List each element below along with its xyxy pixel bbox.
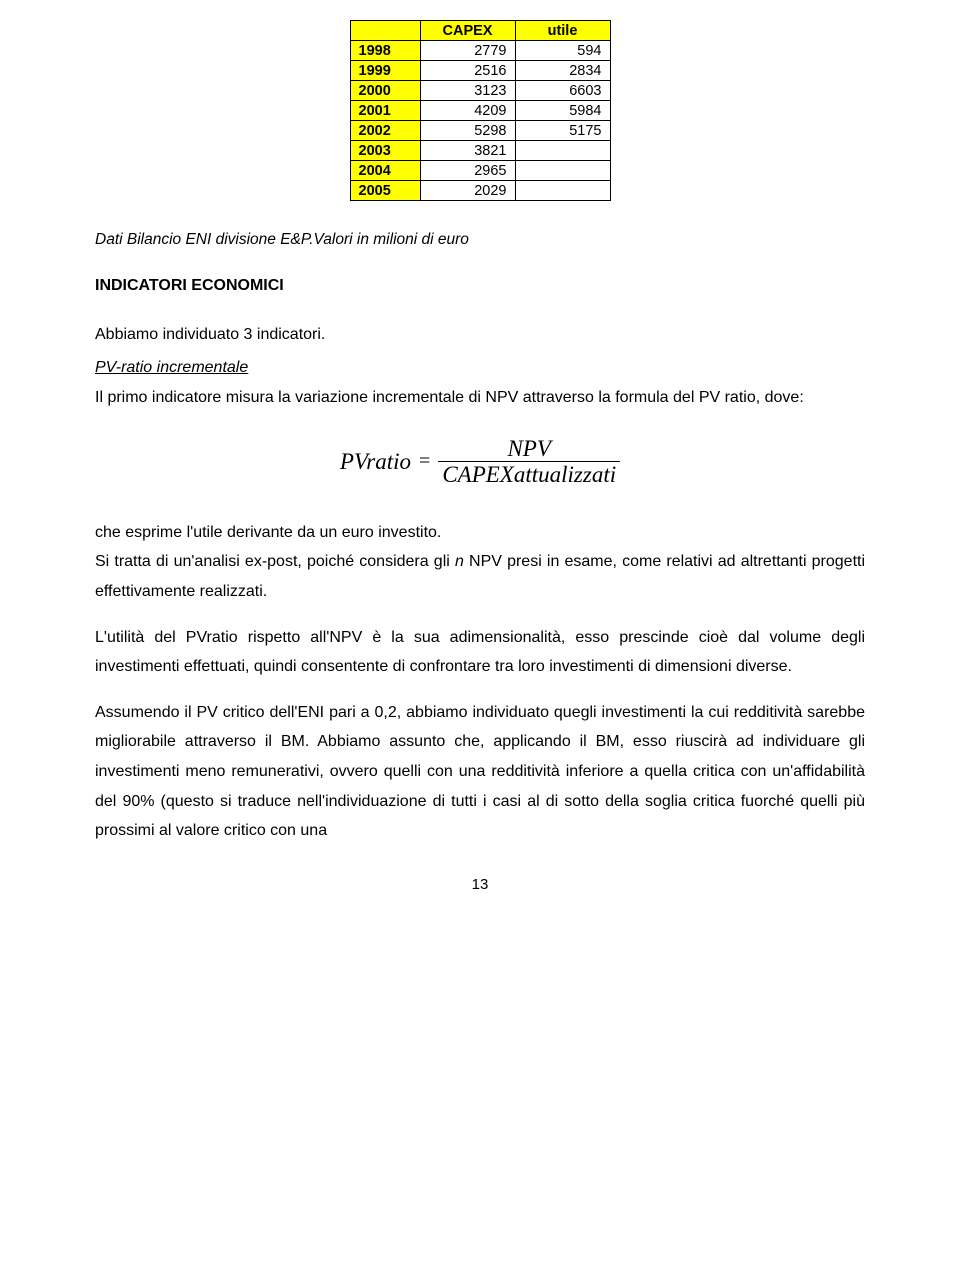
header-blank: [350, 21, 420, 41]
formula-pvratio: PVratio = NPV CAPEXattualizzati: [95, 436, 865, 488]
cell-utile: 5175: [515, 121, 610, 141]
table-row: 2002 5298 5175: [350, 121, 610, 141]
formula-denominator: CAPEXattualizzati: [438, 461, 620, 487]
cell-utile: [515, 161, 610, 181]
para2-intro: che esprime l'utile derivante da un euro…: [95, 524, 441, 541]
table-header-row: CAPEX utile: [350, 21, 610, 41]
table-row: 1999 2516 2834: [350, 61, 610, 81]
table-row: 2000 3123 6603: [350, 81, 610, 101]
section1-lead: Il primo indicatore misura la variazione…: [95, 389, 804, 406]
cell-year: 2004: [350, 161, 420, 181]
cell-utile: [515, 141, 610, 161]
cell-utile: 2834: [515, 61, 610, 81]
section-heading: INDICATORI ECONOMICI: [95, 277, 865, 295]
table-row: 2005 2029: [350, 181, 610, 201]
formula-lhs: PVratio: [340, 449, 411, 475]
formula-equals: =: [419, 450, 430, 473]
cell-year: 2005: [350, 181, 420, 201]
formula-numerator: NPV: [503, 436, 554, 461]
header-utile: utile: [515, 21, 610, 41]
para4: Assumendo il PV critico dell'ENI pari a …: [95, 698, 865, 846]
cell-year: 1998: [350, 41, 420, 61]
cell-capex: 5298: [420, 121, 515, 141]
table-row: 2003 3821: [350, 141, 610, 161]
cell-capex: 2029: [420, 181, 515, 201]
cell-capex: 3821: [420, 141, 515, 161]
section1-title: PV-ratio incrementale: [95, 359, 248, 376]
para2: che esprime l'utile derivante da un euro…: [95, 518, 865, 607]
table-caption: Dati Bilancio ENI divisione E&P.Valori i…: [95, 231, 865, 249]
cell-capex: 2779: [420, 41, 515, 61]
formula-fraction: NPV CAPEXattualizzati: [438, 436, 620, 488]
table-row: 2001 4209 5984: [350, 101, 610, 121]
header-capex: CAPEX: [420, 21, 515, 41]
cell-capex: 2965: [420, 161, 515, 181]
section1-paragraph: PV-ratio incrementale Il primo indicator…: [95, 353, 865, 412]
cell-year: 2003: [350, 141, 420, 161]
cell-year: 2002: [350, 121, 420, 141]
intro-paragraph: Abbiamo individuato 3 indicatori.: [95, 323, 865, 347]
cell-utile: [515, 181, 610, 201]
cell-capex: 4209: [420, 101, 515, 121]
para2-a: Si tratta di un'analisi ex-post, poiché …: [95, 553, 455, 570]
para2-n: n: [455, 553, 464, 570]
cell-utile: 5984: [515, 101, 610, 121]
cell-utile: 594: [515, 41, 610, 61]
page-container: CAPEX utile 1998 2779 594 1999 2516 2834…: [0, 0, 960, 893]
para3: L'utilità del PVratio rispetto all'NPV è…: [95, 623, 865, 682]
cell-year: 2000: [350, 81, 420, 101]
cell-year: 2001: [350, 101, 420, 121]
cell-capex: 2516: [420, 61, 515, 81]
cell-capex: 3123: [420, 81, 515, 101]
cell-utile: 6603: [515, 81, 610, 101]
cell-year: 1999: [350, 61, 420, 81]
table-row: 2004 2965: [350, 161, 610, 181]
capex-table: CAPEX utile 1998 2779 594 1999 2516 2834…: [350, 20, 611, 201]
table-row: 1998 2779 594: [350, 41, 610, 61]
page-number: 13: [95, 876, 865, 893]
